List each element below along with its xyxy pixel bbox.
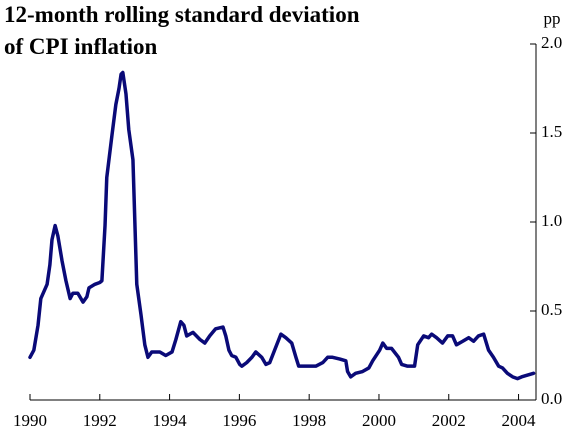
y-axis-label: pp (544, 9, 561, 28)
x-tick-label: 1998 (292, 411, 326, 430)
chart-title: of CPI inflation (4, 34, 158, 59)
y-tick-label: 2.0 (541, 33, 562, 52)
x-tick-label: 2004 (502, 411, 537, 430)
x-tick-label: 1990 (13, 411, 47, 430)
y-tick-label: 0.5 (541, 300, 562, 319)
x-tick-label: 2000 (362, 411, 396, 430)
y-tick-label: 1.0 (541, 211, 562, 230)
data-line (28, 70, 536, 381)
y-tick-label: 1.5 (541, 122, 562, 141)
x-tick-label: 1994 (153, 411, 188, 430)
chart-title: 12-month rolling standard deviation (4, 2, 360, 27)
y-tick-label: 0.0 (541, 389, 562, 408)
x-tick-label: 1992 (83, 411, 117, 430)
x-tick-label: 1996 (222, 411, 256, 430)
x-tick-label: 2002 (432, 411, 466, 430)
